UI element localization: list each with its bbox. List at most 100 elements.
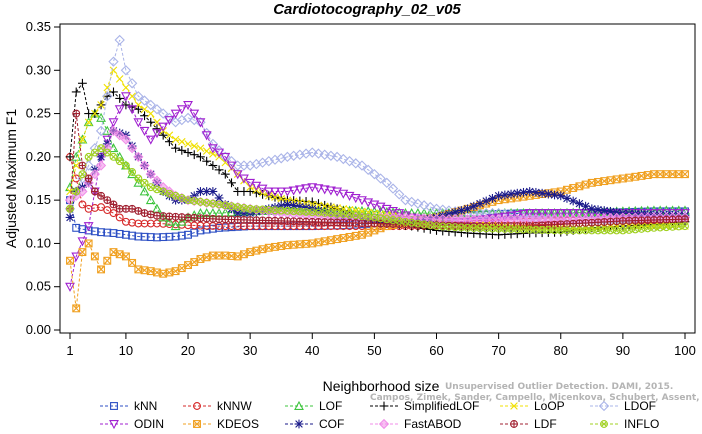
- data-point: [600, 226, 609, 235]
- data-point: [587, 226, 596, 235]
- legend-item-lof: LOF: [285, 399, 342, 413]
- data-point: [575, 226, 584, 235]
- data-point: [78, 170, 87, 179]
- data-point: [134, 101, 143, 109]
- data-point: [227, 178, 236, 188]
- plot-frame: [59, 23, 696, 334]
- data-point: [103, 228, 112, 237]
- data-point: [642, 209, 653, 219]
- data-point: [78, 200, 87, 209]
- data-point: [177, 145, 187, 155]
- data-point: [176, 216, 187, 226]
- data-point: [109, 152, 118, 161]
- data-point: [72, 223, 81, 232]
- data-point: [121, 100, 131, 110]
- data-point: [114, 130, 125, 141]
- data-point: [277, 194, 286, 203]
- legend-marker: [294, 419, 304, 429]
- data-point: [145, 169, 156, 180]
- legend-item-loop: LoOP: [500, 399, 565, 413]
- data-point: [128, 231, 137, 240]
- data-point: [196, 187, 205, 196]
- y-tick-label: 0.05: [26, 279, 51, 294]
- data-point: [543, 189, 553, 199]
- legend-item-fastabod: FastABOD: [370, 417, 462, 431]
- data-point: [406, 196, 417, 208]
- data-point: [494, 191, 504, 201]
- legend-label: SimplifiedLOF: [404, 399, 479, 413]
- data-point: [220, 169, 230, 179]
- credit-line-2: Campos, Zimek, Sander, Campello, Micenko…: [370, 393, 702, 403]
- data-point: [151, 175, 163, 186]
- data-point: [202, 156, 212, 166]
- data-point: [145, 194, 156, 205]
- data-point: [643, 224, 652, 233]
- data-point: [103, 256, 112, 265]
- data-point: [257, 184, 268, 194]
- series-line: [69, 69, 685, 229]
- data-point: [84, 118, 93, 127]
- data-point: [356, 160, 368, 171]
- data-point: [139, 95, 150, 106]
- data-point: [72, 109, 81, 118]
- data-point: [674, 222, 683, 231]
- data-point: [90, 187, 99, 196]
- data-point: [171, 232, 180, 241]
- data-point: [563, 226, 571, 235]
- data-point: [158, 130, 168, 140]
- data-point: [325, 186, 336, 196]
- data-point: [159, 233, 168, 242]
- data-point: [109, 87, 118, 97]
- data-point: [71, 190, 82, 201]
- data-point: [146, 219, 155, 228]
- data-point: [153, 219, 161, 228]
- data-point: [202, 225, 211, 234]
- data-point: [152, 203, 162, 213]
- data-point: [165, 232, 174, 241]
- data-point: [369, 200, 380, 210]
- data-point: [226, 161, 237, 171]
- data-point: [127, 105, 138, 115]
- data-point: [451, 223, 460, 232]
- data-point: [66, 204, 74, 213]
- data-point: [245, 178, 256, 188]
- data-point: [196, 226, 205, 235]
- data-point: [128, 168, 137, 176]
- data-point: [258, 205, 267, 214]
- x-tick-label: 80: [554, 343, 568, 358]
- data-point: [78, 78, 87, 88]
- legend-label: ODIN: [134, 417, 164, 431]
- legend-item-knnw: kNNW: [183, 399, 252, 413]
- data-point: [83, 117, 94, 127]
- data-point: [134, 232, 143, 241]
- data-point: [97, 191, 106, 200]
- data-point: [171, 143, 181, 153]
- data-point: [344, 191, 355, 201]
- data-point: [531, 225, 540, 234]
- data-point: [327, 203, 335, 211]
- legend-label: COF: [319, 417, 344, 431]
- data-point: [412, 198, 424, 209]
- data-point: [344, 156, 355, 167]
- data-point: [313, 148, 324, 159]
- data-point: [153, 233, 161, 242]
- data-point: [375, 202, 386, 212]
- data-point: [369, 168, 380, 180]
- data-point: [121, 252, 130, 261]
- data-point: [681, 215, 689, 224]
- data-point: [512, 210, 523, 221]
- legend-label: LOF: [319, 399, 342, 413]
- x-tick-label: 90: [616, 343, 630, 358]
- data-point: [395, 216, 404, 225]
- data-point: [625, 225, 634, 234]
- data-point: [195, 118, 206, 128]
- series-layer: [64, 34, 691, 313]
- legend-label: LDF: [534, 417, 557, 431]
- data-point: [425, 201, 436, 213]
- legend-item-ldf: LDF: [500, 417, 557, 431]
- data-point: [115, 229, 124, 238]
- data-point: [656, 222, 664, 230]
- data-point: [549, 209, 560, 219]
- data-point: [84, 239, 93, 248]
- data-point: [512, 188, 522, 198]
